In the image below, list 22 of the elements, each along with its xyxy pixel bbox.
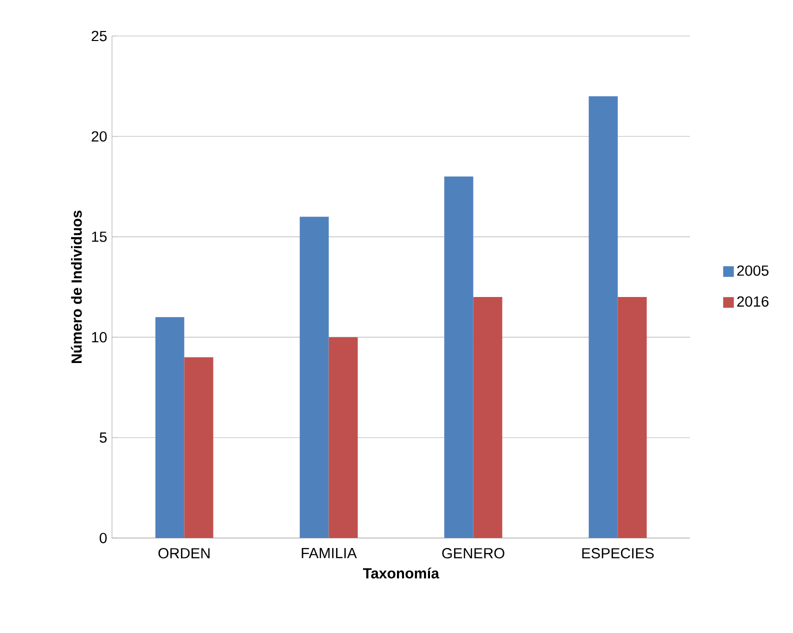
bar	[328, 337, 358, 538]
bar	[155, 317, 184, 538]
y-axis-title: Número de Individuos	[70, 210, 82, 364]
y-tick-label: 0	[100, 532, 107, 544]
y-tick-label: 15	[92, 232, 107, 242]
x-tick-label: GENERO	[442, 548, 504, 558]
x-tick-label: ORDEN	[158, 548, 210, 558]
y-tick-label: 25	[92, 30, 107, 42]
bar	[588, 96, 618, 538]
legend-label: 2005	[737, 265, 768, 276]
y-tick-label: 5	[100, 432, 107, 443]
bar	[473, 297, 502, 538]
y-tick-label: 10	[92, 332, 107, 342]
bar	[618, 297, 647, 538]
bar	[444, 176, 474, 538]
bar	[184, 357, 214, 538]
x-axis-title: Taxonomía	[363, 568, 440, 578]
x-tick-label: FAMILIA	[302, 548, 357, 558]
legend-label: 2016	[737, 296, 768, 307]
y-tick-label: 20	[92, 131, 107, 142]
bar	[300, 216, 329, 538]
x-tick-label: ESPECIES	[582, 548, 654, 558]
